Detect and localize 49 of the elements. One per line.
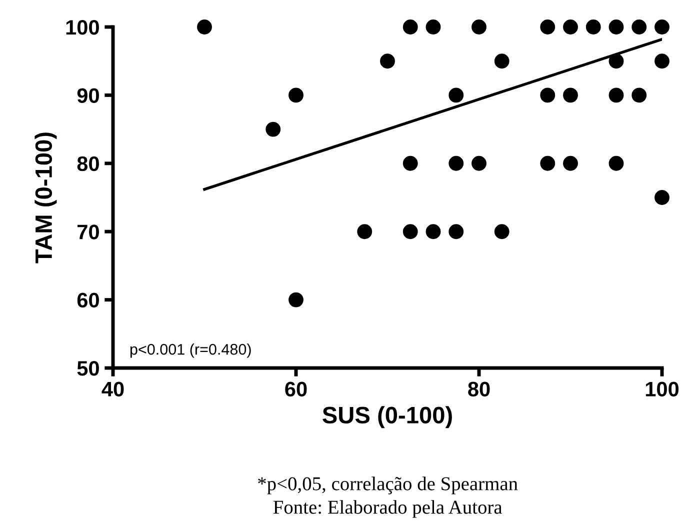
point — [197, 20, 212, 34]
point — [288, 292, 304, 308]
point — [472, 156, 486, 171]
point — [586, 20, 601, 34]
point — [563, 88, 578, 103]
point — [448, 156, 464, 171]
point — [540, 20, 556, 34]
point — [632, 88, 647, 103]
y-tick-label: 70 — [78, 224, 99, 240]
point — [494, 54, 510, 69]
point — [402, 20, 418, 34]
point — [563, 156, 578, 171]
point — [266, 122, 281, 137]
point — [494, 224, 510, 240]
y-tick-label: 60 — [77, 292, 99, 308]
x-tick-label: 60 — [285, 382, 307, 396]
point — [608, 88, 624, 103]
y-axis-title: TAM (0-100) — [34, 132, 57, 264]
text: *p<0,05, correlação de Spearman — [258, 476, 518, 494]
point — [654, 20, 670, 34]
y-tick-label: 50 — [77, 361, 99, 376]
y-tick-label: 80 — [77, 156, 99, 172]
point — [472, 20, 486, 34]
y-tick-label: 90 — [77, 88, 99, 103]
annotation: p<0.001 (r=0.480) — [130, 344, 251, 358]
point — [426, 224, 441, 240]
point — [402, 156, 418, 171]
point — [608, 54, 624, 69]
point — [540, 156, 556, 171]
point — [448, 224, 464, 240]
point — [654, 190, 670, 205]
point — [426, 20, 441, 34]
point — [654, 54, 670, 69]
y-tick-label: 100 — [66, 20, 99, 35]
x-tick-label: 40 — [102, 382, 124, 396]
point — [608, 20, 624, 34]
point — [563, 20, 578, 34]
point — [288, 88, 304, 103]
source-note: Fonte: Elaborado pela Autora — [273, 500, 502, 518]
x-axis-title: SUS (0-100) — [322, 406, 452, 428]
x-tick-label: 80 — [468, 382, 490, 396]
point — [608, 156, 624, 171]
point — [448, 88, 464, 103]
x-tick-label: 100 — [646, 382, 679, 396]
point — [380, 54, 395, 69]
point — [540, 88, 556, 103]
point — [632, 20, 647, 34]
point — [402, 224, 418, 240]
point — [357, 224, 372, 240]
